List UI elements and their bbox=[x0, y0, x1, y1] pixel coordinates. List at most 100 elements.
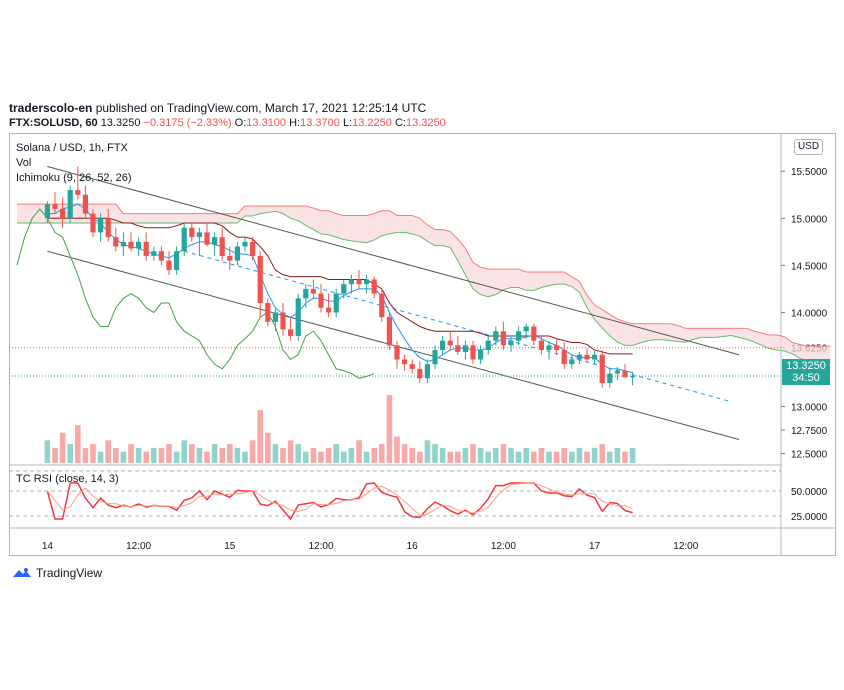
senkou-span-b bbox=[17, 203, 831, 347]
currency-button[interactable]: USD bbox=[794, 139, 823, 155]
ohlc-line: FTX:SOLUSD, 60 13.3250 −0.3175 (−2.33%) … bbox=[9, 117, 446, 129]
volume-bar bbox=[462, 447, 469, 463]
candle-body bbox=[128, 241, 134, 249]
volume-bar bbox=[584, 451, 590, 463]
volume-bar bbox=[553, 451, 560, 463]
candle-body bbox=[196, 232, 202, 238]
volume-bar bbox=[287, 440, 294, 463]
volume-bar bbox=[113, 447, 119, 463]
last-price-tag: 13.3250 34:50 bbox=[782, 359, 830, 385]
volume-bar bbox=[356, 440, 362, 463]
volume-bar bbox=[599, 444, 605, 463]
candle-body bbox=[417, 368, 423, 379]
time-tick-label: 17 bbox=[589, 541, 601, 552]
volume-bar bbox=[409, 447, 415, 463]
volume-bar bbox=[219, 447, 225, 463]
candle-body bbox=[44, 204, 50, 219]
time-tick-label: 12:00 bbox=[308, 541, 333, 552]
candle-body bbox=[90, 213, 96, 233]
volume-bar bbox=[310, 447, 317, 463]
time-tick-label: 15 bbox=[224, 541, 236, 552]
volume-bar bbox=[371, 447, 377, 463]
candle-body bbox=[52, 204, 58, 209]
candle-body bbox=[409, 364, 415, 369]
candle-body bbox=[485, 340, 491, 351]
candle-body bbox=[561, 350, 567, 365]
volume-bar bbox=[333, 444, 339, 463]
candle-body bbox=[554, 345, 560, 351]
volume-bar bbox=[455, 451, 461, 463]
candle-body bbox=[113, 237, 119, 247]
volume-bar bbox=[303, 451, 309, 463]
volume-bar bbox=[401, 444, 408, 463]
volume-bar bbox=[227, 444, 233, 463]
chikou-line bbox=[16, 208, 375, 379]
time-tick-label: 14 bbox=[42, 541, 54, 552]
volume-bar bbox=[500, 444, 507, 463]
candle-body bbox=[333, 293, 339, 313]
volume-bar bbox=[363, 451, 370, 463]
open-label: O: bbox=[234, 117, 247, 129]
volume-bar bbox=[128, 444, 134, 463]
candle-body bbox=[599, 354, 605, 383]
candle-body bbox=[523, 326, 529, 332]
time-tick-label: 12:00 bbox=[126, 541, 151, 552]
volume-bar bbox=[105, 440, 111, 463]
volume-bar bbox=[417, 451, 423, 463]
volume-bar bbox=[531, 451, 537, 463]
price-tick-label: 14.0000 bbox=[791, 308, 828, 319]
candle-body bbox=[364, 279, 370, 285]
candle-body bbox=[75, 190, 81, 195]
volume-bar bbox=[143, 451, 149, 463]
senkou-span-a bbox=[17, 210, 831, 364]
volume-bar bbox=[173, 451, 180, 463]
candle-body bbox=[394, 345, 400, 360]
price-chart[interactable]: 15.500015.000014.500014.000013.625013.00… bbox=[9, 133, 836, 556]
brand-label: TradingView bbox=[36, 566, 103, 580]
volume-bar bbox=[166, 444, 172, 463]
volume-bar bbox=[234, 447, 241, 463]
volume-bar bbox=[158, 447, 165, 463]
price-tick-label: 12.5000 bbox=[791, 450, 828, 461]
candle-body bbox=[204, 232, 210, 245]
candle-body bbox=[386, 317, 392, 346]
volume-bar bbox=[576, 447, 583, 463]
candle-body bbox=[227, 255, 233, 261]
publish-line: traderscolo-en published on TradingView.… bbox=[9, 101, 426, 115]
time-tick-label: 12:00 bbox=[673, 541, 698, 552]
volume-bar bbox=[318, 451, 324, 463]
candle-body bbox=[424, 364, 430, 379]
candle-body bbox=[318, 293, 324, 308]
candle-body bbox=[584, 354, 590, 360]
candle-body bbox=[303, 288, 309, 299]
candle-body bbox=[576, 354, 582, 360]
candle-body bbox=[181, 227, 187, 252]
candle-body bbox=[470, 345, 476, 360]
candle-body bbox=[105, 218, 111, 238]
close-label: C: bbox=[394, 117, 406, 129]
candle-body bbox=[234, 246, 240, 261]
candle-body bbox=[516, 331, 522, 341]
candle-body bbox=[158, 251, 164, 261]
channel-mid-line bbox=[184, 250, 732, 403]
volume-bar bbox=[265, 432, 271, 463]
candle-body bbox=[440, 340, 446, 351]
volume-bar bbox=[386, 395, 393, 463]
volume-bar bbox=[52, 447, 58, 463]
candle-body bbox=[478, 350, 484, 360]
candle-body bbox=[265, 303, 271, 322]
time-tick-label: 16 bbox=[407, 541, 419, 552]
price-tick-label: 15.5000 bbox=[791, 167, 828, 178]
volume-bar bbox=[614, 447, 621, 463]
publisher-name[interactable]: traderscolo-en bbox=[9, 101, 93, 115]
volume-bar bbox=[151, 447, 157, 463]
volume-bar bbox=[485, 451, 491, 463]
rsi-tick-label: 50.0000 bbox=[791, 487, 828, 498]
candle-body bbox=[508, 340, 514, 346]
volume-bar bbox=[515, 451, 522, 463]
candle-body bbox=[500, 331, 506, 346]
volume-bar bbox=[280, 447, 286, 463]
legend-ichimoku: Ichimoku (9, 26, 52, 26) bbox=[16, 172, 132, 184]
tradingview-brand[interactable]: TradingView bbox=[12, 566, 102, 580]
volume-bar bbox=[493, 447, 499, 463]
